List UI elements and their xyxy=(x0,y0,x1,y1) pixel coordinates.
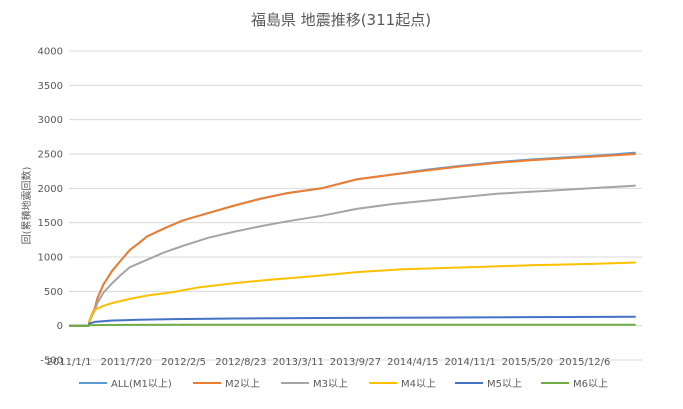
x-tick-label: 2013/9/27 xyxy=(330,357,381,368)
y-tick-label: 3000 xyxy=(38,115,63,126)
x-tick-label: 2015/5/20 xyxy=(502,357,553,368)
y-tick-label: 2500 xyxy=(38,150,63,161)
legend-entry: M6以上 xyxy=(573,378,608,390)
y-tick-label: 4000 xyxy=(38,47,63,58)
x-tick-label: 2013/3/11 xyxy=(273,357,324,368)
chart-title: 福島県 地震推移(311起点) xyxy=(251,11,431,29)
y-tick-label: -500 xyxy=(40,356,63,367)
y-axis-label: 回(累積地震回数) xyxy=(20,167,33,245)
y-tick-label: 500 xyxy=(44,287,63,298)
x-tick-label: 2015/12/6 xyxy=(559,357,610,368)
legend-entry: M5以上 xyxy=(487,378,522,390)
series-line xyxy=(69,323,636,327)
series-line xyxy=(69,184,636,327)
x-tick-label: 2012/8/23 xyxy=(215,357,266,368)
legend-entry: M4以上 xyxy=(401,378,436,390)
y-tick-labels: -500 0 500 1000 1500 2000 2500 3000 3500 4000 xyxy=(38,47,63,367)
legend-entry: ALL(M1以上) xyxy=(111,378,172,390)
y-tick-label: 1000 xyxy=(38,253,63,264)
x-tick-label: 2011/1/1 xyxy=(47,357,92,368)
x-tick-label: 2012/2/5 xyxy=(161,357,206,368)
y-tick-label: 1500 xyxy=(38,218,63,229)
legend: ALL(M1以上) M2以上 M3以上 M4以上 M5以上 M6以上 xyxy=(79,378,608,390)
series-lines xyxy=(69,151,636,327)
x-tick-labels: 2011/1/1 2011/7/20 2012/2/5 2012/8/23 2013/3… xyxy=(47,357,611,368)
legend-entry: M3以上 xyxy=(313,378,348,390)
y-tick-label: 3500 xyxy=(38,81,63,92)
series-line xyxy=(69,153,636,327)
x-tick-label: 2011/7/20 xyxy=(101,357,152,368)
series-line xyxy=(69,315,636,327)
y-tick-label: 0 xyxy=(57,321,63,332)
series-line xyxy=(69,261,636,327)
legend-entry: M2以上 xyxy=(225,378,260,390)
y-tick-label: 2000 xyxy=(38,184,63,195)
x-tick-label: 2014/4/15 xyxy=(387,357,438,368)
x-tick-label: 2014/11/1 xyxy=(444,357,495,368)
